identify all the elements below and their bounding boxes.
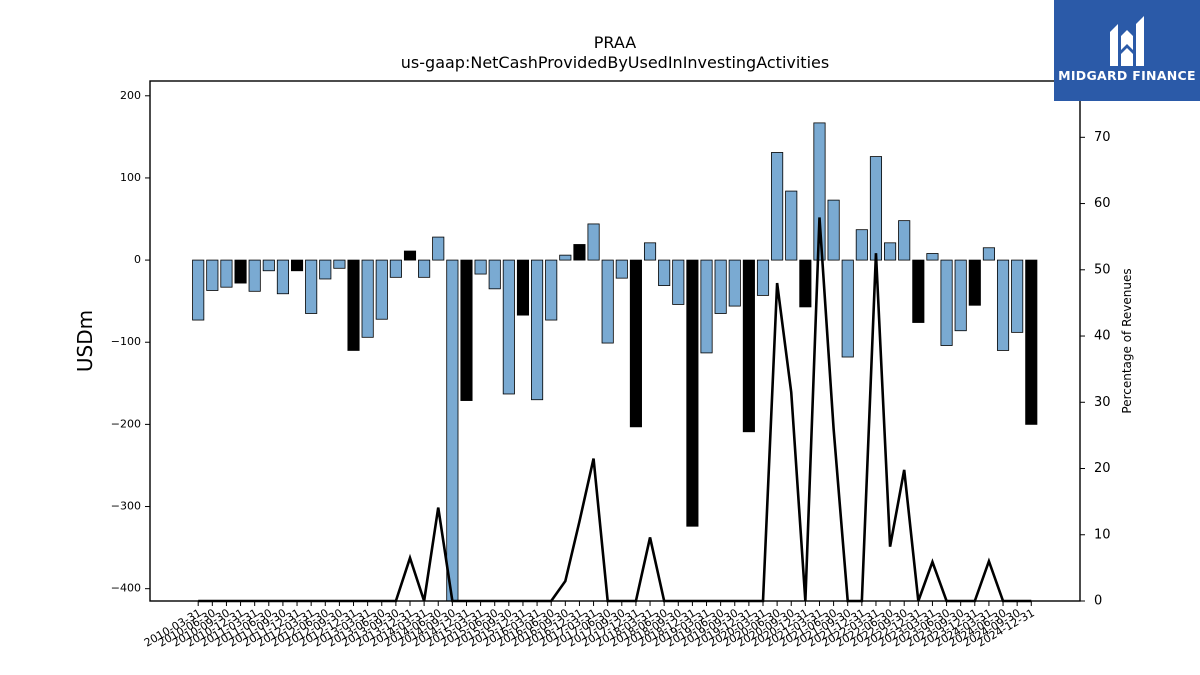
bar-2024-12-31 [1025, 259, 1038, 425]
bar-2017-09-30 [615, 259, 628, 279]
bar-series [192, 122, 1038, 602]
bar-2013-09-30 [389, 259, 402, 278]
x-axis: 2010-03-312010-06-302010-09-302010-12-31… [142, 601, 1037, 650]
bar-2022-12-31 [912, 259, 925, 323]
y2-tick-label: 0 [1094, 594, 1102, 609]
bar-2011-03-31 [248, 259, 261, 292]
bar-2016-09-30 [559, 254, 572, 261]
bar-2022-06-30 [884, 242, 897, 261]
bar-2014-06-30 [432, 236, 445, 261]
bar-2011-12-31 [290, 259, 304, 272]
y-axis-right: 0 10 20 30 40 50 60 70 [1080, 130, 1111, 609]
bar-2012-12-31 [347, 259, 360, 351]
bar-2020-12-31 [799, 259, 812, 308]
bar-2018-09-30 [672, 259, 685, 305]
y2-axis-label: Percentage of Revenues [1120, 268, 1134, 413]
y-tick-label: 200 [120, 89, 141, 102]
bar-2017-03-31 [587, 223, 600, 261]
bar-2021-09-30 [841, 259, 854, 358]
bar-2014-09-30 [446, 259, 459, 602]
bar-2019-12-31 [742, 259, 755, 433]
bar-2021-06-30 [827, 199, 840, 261]
y2-tick-label: 50 [1094, 262, 1111, 277]
y2-tick-label: 30 [1094, 395, 1111, 410]
bar-2014-03-31 [418, 259, 431, 278]
brand-logo: MIDGARD FINANCE [1054, 0, 1200, 101]
y-tick-label: 100 [120, 171, 141, 184]
y2-tick-label: 60 [1094, 196, 1111, 211]
y-tick-label: −300 [111, 500, 141, 513]
bar-2017-12-31 [629, 259, 642, 428]
y2-tick-label: 10 [1094, 527, 1111, 542]
bar-2020-09-30 [785, 190, 798, 261]
bar-2013-06-30 [375, 259, 388, 320]
bar-2020-03-31 [756, 259, 770, 296]
y-tick-label: −400 [111, 582, 141, 595]
bar-2010-09-30 [220, 259, 233, 288]
bar-2010-03-31 [192, 259, 205, 321]
bar-2021-12-31 [855, 229, 868, 261]
bar-2024-06-30 [996, 259, 1010, 351]
bar-2015-03-31 [474, 259, 487, 275]
y-tick-label: 0 [134, 253, 141, 266]
bar-2012-06-30 [319, 259, 332, 280]
bar-2013-03-31 [361, 259, 374, 338]
logo-text: MIDGARD FINANCE [1058, 68, 1196, 83]
chart-subtitle: us-gaap:NetCashProvidedByUsedInInvesting… [401, 53, 829, 72]
bar-2015-06-30 [488, 259, 501, 290]
bar-2020-06-30 [771, 152, 784, 261]
bar-2019-03-31 [700, 259, 713, 354]
bar-2016-06-30 [545, 259, 558, 321]
y-axis-label: USDm [73, 310, 97, 372]
bar-2024-09-30 [1011, 259, 1024, 333]
plot-frame [149, 80, 1081, 602]
bar-2016-03-31 [531, 259, 544, 401]
bar-2023-06-30 [940, 259, 953, 346]
bar-2014-12-31 [460, 259, 473, 401]
bar-2010-06-30 [206, 259, 219, 291]
bar-2012-03-31 [305, 259, 318, 314]
bar-2015-09-30 [502, 259, 515, 395]
bar-2010-12-31 [234, 259, 247, 284]
bar-2019-09-30 [728, 259, 741, 307]
bar-2016-12-31 [573, 244, 586, 261]
chart-title: PRAA [594, 33, 637, 52]
y2-tick-label: 40 [1094, 329, 1111, 344]
midgard-logo-icon [1110, 16, 1144, 66]
bar-2023-03-31 [926, 253, 939, 261]
bar-2011-06-30 [262, 259, 275, 272]
bar-2012-09-30 [333, 259, 346, 269]
bar-2018-03-31 [643, 242, 657, 261]
bar-2018-06-30 [658, 259, 671, 286]
y-axis-left: 200 100 0 −100 −200 −300 −400 [111, 89, 150, 595]
bar-2011-09-30 [276, 259, 289, 295]
y-tick-label: −200 [111, 417, 141, 430]
bar-2022-09-30 [898, 220, 911, 261]
bar-2019-06-30 [714, 259, 727, 314]
bar-2021-03-31 [813, 122, 826, 261]
bar-2023-09-30 [954, 259, 967, 332]
bar-2015-12-31 [516, 259, 530, 316]
bar-2013-12-31 [403, 250, 417, 261]
bar-2018-12-31 [686, 259, 699, 527]
y2-tick-label: 70 [1094, 130, 1111, 145]
y2-tick-label: 20 [1094, 461, 1111, 476]
bar-2023-12-31 [968, 259, 981, 306]
bar-2017-06-30 [601, 259, 614, 344]
bar-2022-03-31 [869, 156, 883, 261]
bar-2024-03-31 [982, 247, 995, 261]
y-tick-label: −100 [111, 335, 141, 348]
